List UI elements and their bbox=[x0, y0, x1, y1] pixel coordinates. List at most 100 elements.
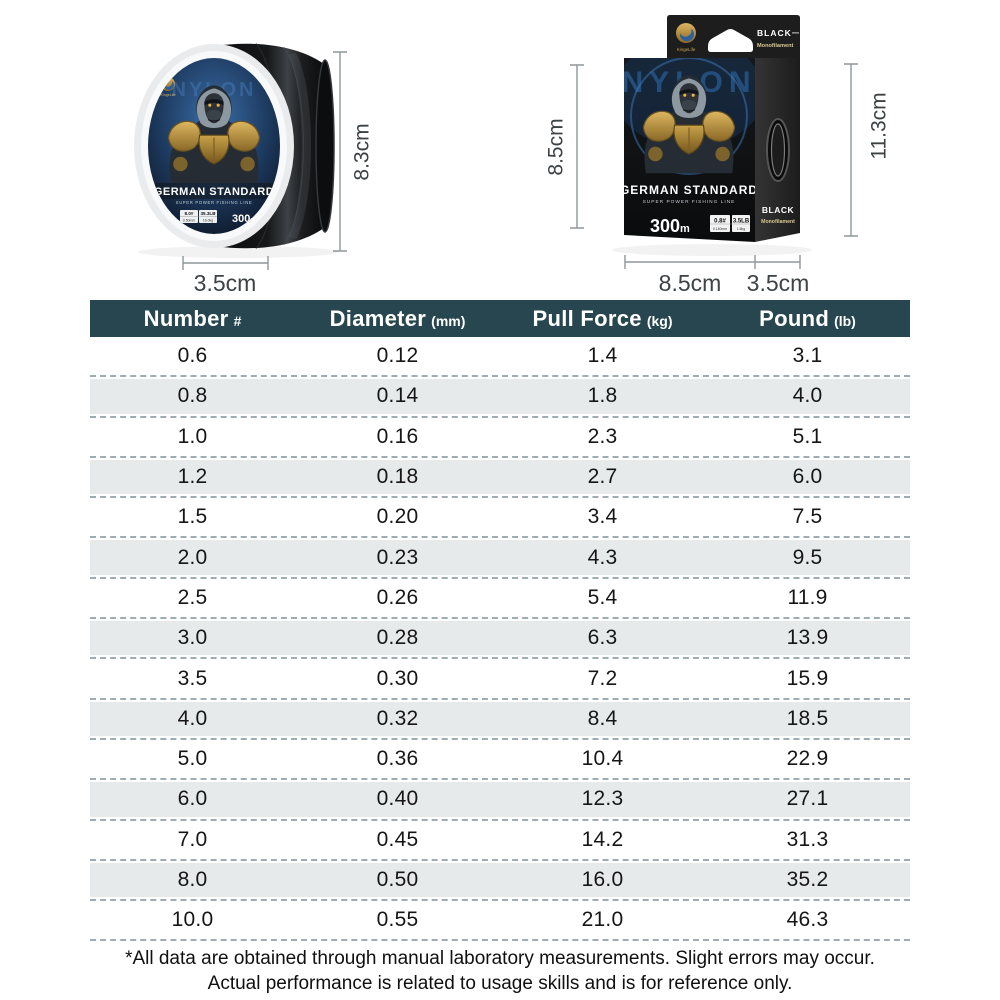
cell-pull-force: 2.3 bbox=[587, 424, 618, 448]
box-depth-dim: 3.5cm bbox=[747, 270, 810, 296]
cell-pound: 4.0 bbox=[705, 379, 910, 414]
cell-number: 0.8 bbox=[90, 379, 295, 414]
box-front-art: NYLON GERMAN STANDARD SUPER POWER FISHIN… bbox=[620, 58, 758, 236]
box-spec2-bottom: 1.6kg bbox=[737, 227, 745, 231]
spool-spec2-top: 35.3LB bbox=[200, 211, 216, 216]
flap-type-label: Monofilament bbox=[757, 43, 793, 49]
cell-pound: 3.1 bbox=[792, 344, 823, 368]
header-number-unit: # bbox=[233, 312, 242, 329]
spool-spec-badges: 8.0# 0.50mm 35.3LB 16.0kg bbox=[180, 210, 217, 223]
spool-title: GERMAN STANDARD bbox=[154, 186, 274, 198]
table-row: 3.0 0.28 6.3 13.9 bbox=[90, 619, 910, 660]
box-total-height-dim: 11.3cm bbox=[868, 92, 891, 159]
cell-number: 3.5 bbox=[177, 666, 208, 690]
cell-pull-force: 10.4 bbox=[581, 747, 624, 771]
box-spec2-top: 3.5LB bbox=[733, 219, 750, 225]
cell-pull-force: 1.8 bbox=[500, 379, 705, 414]
cell-number: 5.0 bbox=[177, 747, 208, 771]
cell-diameter: 0.45 bbox=[376, 827, 419, 851]
cell-diameter: 0.30 bbox=[376, 666, 419, 690]
cell-pound: 13.9 bbox=[705, 621, 910, 656]
brand-name: KingeLife bbox=[161, 93, 176, 97]
cell-pound: 27.1 bbox=[705, 782, 910, 817]
table-row: 7.0 0.45 14.2 31.3 bbox=[90, 821, 910, 861]
spool-spec1-bottom: 0.50mm bbox=[183, 219, 195, 223]
header-pound-label: Pound bbox=[759, 305, 830, 331]
cell-number: 1.2 bbox=[90, 459, 295, 495]
cell-pound: 7.5 bbox=[792, 505, 823, 529]
cell-pull-force: 12.3 bbox=[500, 782, 705, 817]
table-row: 1.2 0.18 2.7 6.0 bbox=[90, 458, 910, 499]
cell-pull-force: 6.3 bbox=[500, 621, 705, 656]
cell-pound: 22.9 bbox=[786, 747, 829, 771]
cell-number: 10.0 bbox=[171, 908, 214, 932]
cell-number: 0.6 bbox=[177, 344, 208, 368]
flap-brand-logo: KingeLife bbox=[676, 23, 696, 52]
box-title: GERMAN STANDARD bbox=[620, 183, 758, 197]
header-pound-unit: (lb) bbox=[834, 312, 856, 329]
cell-diameter: 0.55 bbox=[376, 908, 419, 932]
box-length: 300m bbox=[650, 216, 690, 236]
header-pound: Pound (lb) bbox=[705, 306, 910, 332]
product-images: NYLON KingeLife GERMAN STANDARD SUPER PO… bbox=[0, 0, 1000, 300]
cell-pound: 18.5 bbox=[705, 701, 910, 736]
hang-hole bbox=[708, 29, 753, 52]
cell-diameter: 0.14 bbox=[295, 379, 500, 414]
cell-pull-force: 7.2 bbox=[587, 666, 618, 690]
box-top-flap: KingeLife BLACK Monofilament bbox=[667, 15, 800, 58]
flap-dash bbox=[792, 32, 799, 34]
box-spec1-top: 0.8# bbox=[714, 219, 726, 225]
cell-diameter: 0.16 bbox=[376, 424, 419, 448]
spool-height-dim: 8.3cm bbox=[351, 123, 374, 180]
cell-pull-force: 2.7 bbox=[500, 459, 705, 495]
cell-pull-force: 16.0 bbox=[500, 862, 705, 898]
spool-spec1-top: 8.0# bbox=[185, 211, 194, 216]
cell-pound: 15.9 bbox=[786, 666, 829, 690]
cell-diameter: 0.36 bbox=[376, 747, 419, 771]
header-diameter-unit: (mm) bbox=[431, 312, 466, 329]
cell-pound: 35.2 bbox=[705, 862, 910, 898]
header-number-label: Number bbox=[143, 305, 229, 331]
header-diameter-label: Diameter bbox=[329, 305, 427, 331]
cell-pull-force: 21.0 bbox=[581, 908, 624, 932]
cell-pull-force: 1.4 bbox=[587, 344, 618, 368]
cell-number: 6.0 bbox=[90, 782, 295, 817]
header-pull-force: Pull Force (kg) bbox=[500, 306, 705, 332]
box-shadow bbox=[612, 244, 812, 256]
cell-diameter: 0.23 bbox=[295, 540, 500, 575]
cell-diameter: 0.26 bbox=[376, 585, 419, 609]
disclaimer-line-2: Actual performance is related to usage s… bbox=[207, 973, 793, 994]
cell-diameter: 0.18 bbox=[295, 459, 500, 495]
box-spec-badges: 0.8# 0.140mm 3.5LB 1.6kg bbox=[710, 215, 750, 232]
spool-shadow bbox=[138, 246, 338, 258]
cell-diameter: 0.40 bbox=[295, 782, 500, 817]
cell-number: 1.0 bbox=[177, 424, 208, 448]
cell-pound: 46.3 bbox=[786, 908, 829, 932]
cell-diameter: 0.12 bbox=[376, 344, 419, 368]
box-subtitle: SUPER POWER FISHING LINE bbox=[643, 199, 736, 205]
cell-pound: 31.3 bbox=[786, 827, 829, 851]
cell-pull-force: 5.4 bbox=[587, 585, 618, 609]
table-row: 1.0 0.16 2.3 5.1 bbox=[90, 418, 910, 458]
cell-pound: 5.1 bbox=[792, 424, 823, 448]
table-row: 5.0 0.36 10.4 22.9 bbox=[90, 740, 910, 781]
cell-pound: 6.0 bbox=[705, 459, 910, 495]
table-row: 0.8 0.14 1.8 4.0 bbox=[90, 377, 910, 418]
table-row: 4.0 0.32 8.4 18.5 bbox=[90, 700, 910, 740]
cell-diameter: 0.50 bbox=[295, 862, 500, 898]
side-color-label: BLACK bbox=[762, 205, 795, 215]
flap-color-label: BLACK bbox=[757, 28, 792, 38]
cell-pull-force: 3.4 bbox=[587, 505, 618, 529]
spec-table: Number # Diameter (mm) Pull Force (kg) P… bbox=[90, 300, 910, 942]
cell-number: 1.5 bbox=[177, 505, 208, 529]
box-side-art: BLACK Monofilament bbox=[761, 118, 795, 225]
box-front-width-dim: 8.5cm bbox=[659, 270, 722, 296]
cell-pound: 11.9 bbox=[787, 585, 828, 609]
table-row: 1.5 0.20 3.4 7.5 bbox=[90, 498, 910, 539]
header-number: Number # bbox=[90, 306, 295, 332]
cell-number: 3.0 bbox=[90, 621, 295, 656]
table-row: 3.5 0.30 7.2 15.9 bbox=[90, 659, 910, 700]
halo-ring bbox=[630, 58, 748, 175]
table-row: 6.0 0.40 12.3 27.1 bbox=[90, 780, 910, 821]
